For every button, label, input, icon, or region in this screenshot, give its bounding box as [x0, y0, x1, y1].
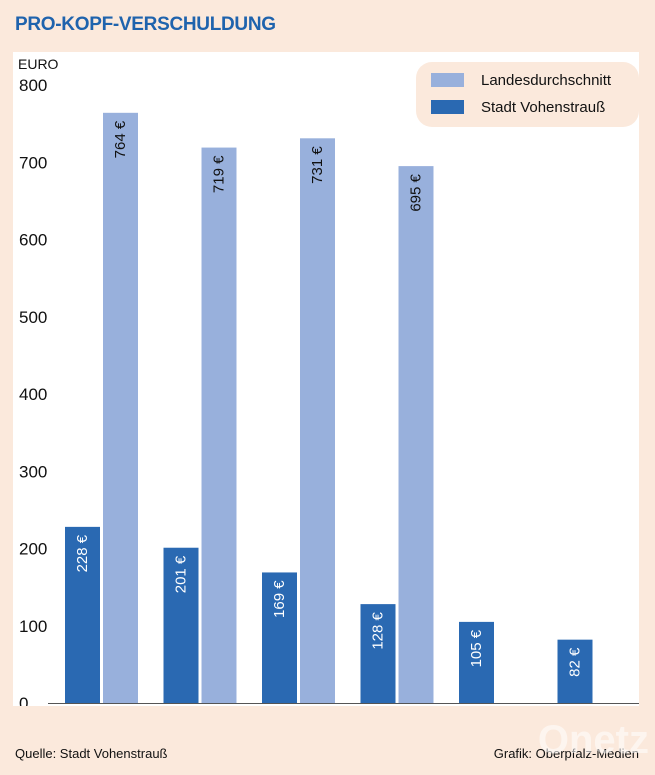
bar-stadt-vohenstrauss [360, 604, 396, 703]
data-label-stadt: 128 € [370, 611, 387, 649]
legend-label: Stadt Vohenstrauß [481, 99, 605, 116]
bar-stadt-vohenstrauss [557, 639, 593, 703]
y-tick-label: 200 [19, 540, 47, 559]
bar-chart: EURO 0 100 200 300 400 500 600 700 800 228 € 764 € 2… [18, 56, 639, 706]
data-label-landes: 719 € [211, 155, 228, 193]
bar-landesdurchschnitt [398, 166, 434, 704]
legend-box [416, 62, 639, 127]
data-label-stadt: 82 € [567, 647, 584, 677]
bar-stadt-vohenstrauss [65, 526, 100, 703]
data-label-stadt: 228 € [74, 534, 91, 572]
bar-stadt-vohenstrauss [163, 547, 199, 703]
y-tick-label: 800 [19, 76, 47, 95]
credit-note: Grafik: Oberpfalz-Medien [493, 746, 639, 761]
chart-title: PRO-KOPF-VERSCHULDUNG [15, 14, 276, 35]
onetz-watermark: Onetz [537, 718, 649, 762]
bar-landesdurchschnitt [201, 147, 237, 703]
chart-panel: EURO 0 100 200 300 400 500 600 700 800 228 € 764 € 2… [13, 52, 639, 706]
y-tick-label: 500 [19, 308, 47, 327]
data-label-landes: 731 € [309, 146, 326, 184]
data-label-stadt: 169 € [271, 580, 288, 618]
legend-label: Landesdurchschnitt [481, 72, 612, 89]
y-tick-label: 300 [19, 462, 47, 481]
y-tick-label: 600 [19, 231, 47, 250]
source-note: Quelle: Stadt Vohenstrauß [15, 746, 168, 761]
bar-landesdurchschnitt [300, 138, 335, 703]
bar-stadt-vohenstrauss [262, 572, 297, 703]
bar-stadt-vohenstrauss [459, 621, 494, 703]
bar-landesdurchschnitt [103, 112, 138, 703]
data-label-stadt: 105 € [468, 629, 485, 667]
data-label-landes: 695 € [408, 173, 425, 211]
data-label-landes: 764 € [112, 120, 129, 158]
y-tick-label: 400 [19, 385, 47, 404]
data-label-stadt: 201 € [173, 555, 190, 593]
y-tick-label: 0 [19, 694, 28, 706]
y-tick-label: 100 [19, 617, 47, 636]
legend-swatch [431, 100, 464, 114]
y-axis-label: EURO [18, 56, 59, 72]
y-tick-label: 700 [19, 153, 47, 172]
legend-swatch [431, 73, 464, 87]
